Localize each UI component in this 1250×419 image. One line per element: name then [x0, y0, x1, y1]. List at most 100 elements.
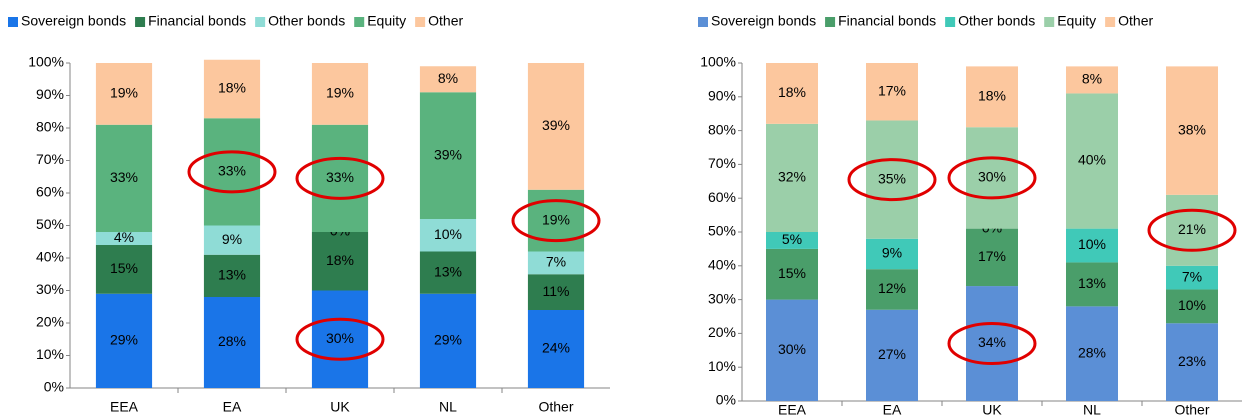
value-label: 15%: [110, 260, 138, 276]
value-label: 19%: [326, 85, 354, 101]
value-label: 29%: [434, 332, 462, 348]
value-label: 8%: [438, 70, 458, 86]
bar-segment: [866, 63, 918, 121]
y-tick-label: 50%: [708, 223, 736, 239]
legend-swatch: [945, 17, 956, 27]
value-label: 30%: [326, 330, 354, 346]
x-tick-label: NL: [439, 399, 457, 415]
highlight-circle: [511, 199, 601, 243]
bar-segment: [1066, 66, 1118, 94]
value-label: 5%: [782, 231, 802, 247]
bar-segment: [866, 269, 918, 310]
y-tick-label: 30%: [36, 281, 64, 297]
bar-segment: [1166, 323, 1218, 401]
bar-segment: [1066, 306, 1118, 401]
legend-label: Financial bonds: [148, 13, 246, 29]
value-label: 39%: [434, 146, 462, 162]
x-tick-label: EA: [223, 399, 242, 415]
value-label: 19%: [110, 85, 138, 101]
value-label: 8%: [1082, 71, 1102, 87]
y-tick-label: 60%: [36, 184, 64, 200]
x-tick-label: EEA: [110, 399, 139, 415]
bar-segment: [966, 127, 1018, 229]
bar-segment: [527, 274, 585, 310]
bar-segment: [866, 309, 918, 401]
value-label: 40%: [1078, 152, 1106, 168]
value-label: 32%: [778, 169, 806, 185]
bar-segment: [766, 123, 818, 232]
value-label: 12%: [878, 280, 906, 296]
value-label: 28%: [218, 333, 246, 349]
value-label: 21%: [1178, 221, 1206, 237]
value-label: 38%: [1178, 121, 1206, 137]
value-label: 24%: [542, 340, 570, 356]
bar-segment: [766, 63, 818, 124]
value-label: 27%: [878, 346, 906, 362]
x-tick-label: EA: [883, 402, 902, 418]
y-tick-label: 10%: [36, 346, 64, 362]
bar-segment: [1066, 228, 1118, 263]
bar-segment: [311, 232, 369, 291]
value-label: 10%: [1178, 297, 1206, 313]
bar-segment: [203, 59, 261, 119]
bar-segment: [1166, 66, 1218, 195]
y-tick-label: 40%: [36, 249, 64, 265]
bar-segment: [1066, 262, 1118, 307]
bar-segment: [203, 297, 261, 388]
value-label: 39%: [542, 117, 570, 133]
value-label: 13%: [434, 263, 462, 279]
bar-segment: [203, 225, 261, 255]
y-tick-label: 20%: [708, 324, 736, 340]
legend-label: Sovereign bonds: [711, 13, 816, 29]
highlight-circle: [295, 156, 385, 200]
y-tick-label: 20%: [36, 314, 64, 330]
value-label: 15%: [778, 265, 806, 281]
legend-label: Financial bonds: [838, 13, 936, 29]
bar-segment: [766, 299, 818, 401]
value-label: 19%: [542, 211, 570, 227]
bar-segment: [95, 232, 153, 245]
legend-swatch: [255, 17, 266, 27]
bar-segment: [419, 92, 477, 219]
legend-label: Equity: [1057, 13, 1096, 29]
legend-label: Other bonds: [268, 13, 345, 29]
value-label: 33%: [110, 169, 138, 185]
bar-segment: [95, 124, 153, 232]
legend-label: Other bonds: [958, 13, 1035, 29]
value-label: 9%: [222, 231, 242, 247]
y-tick-label: 100%: [28, 54, 64, 70]
y-tick-label: 80%: [708, 121, 736, 137]
y-tick-label: 0%: [44, 379, 64, 395]
highlight-circle: [295, 317, 385, 361]
bar-segment: [966, 286, 1018, 401]
value-label: 23%: [1178, 353, 1206, 369]
x-tick-label: NL: [1083, 402, 1101, 418]
bar-segment: [419, 219, 477, 252]
bar-segment: [1066, 93, 1118, 229]
legend-label: Other: [1118, 13, 1153, 29]
value-label: 7%: [1182, 268, 1202, 284]
value-label: 9%: [882, 245, 902, 261]
legend-swatch: [698, 17, 708, 27]
value-label: 33%: [326, 169, 354, 185]
y-tick-label: 50%: [36, 216, 64, 232]
bar-segment: [419, 293, 477, 388]
value-label: 30%: [778, 341, 806, 357]
legend-swatch: [415, 17, 426, 27]
highlight-circle: [187, 150, 277, 194]
legend-label: Other: [428, 13, 463, 29]
legend-swatch: [135, 17, 146, 27]
highlight-circle: [847, 158, 937, 202]
value-label: 4%: [114, 229, 134, 245]
value-label: 29%: [110, 332, 138, 348]
x-tick-label: Other: [1174, 402, 1209, 418]
value-label: 17%: [978, 248, 1006, 264]
x-tick-label: UK: [982, 402, 1002, 418]
bar-segment: [311, 63, 369, 125]
value-label: 18%: [778, 84, 806, 100]
legend-swatch: [8, 17, 18, 27]
bar-segment: [419, 251, 477, 294]
bar-segment: [95, 245, 153, 294]
value-label: 10%: [434, 226, 462, 242]
